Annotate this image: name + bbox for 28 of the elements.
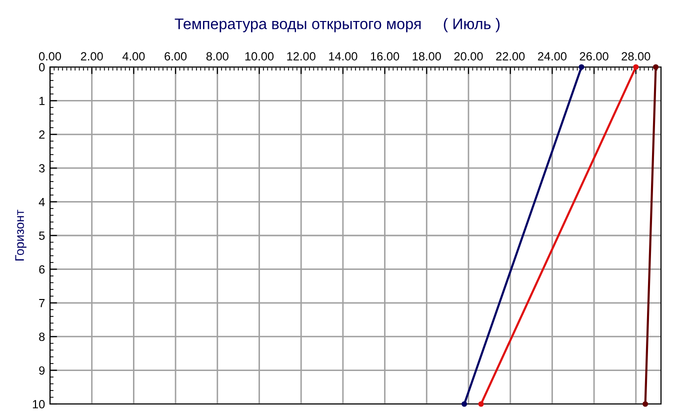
chart-title: Температура воды открытого моря ( Июль ) <box>174 18 500 32</box>
x-tick-label: 12.00 <box>287 52 316 60</box>
y-tick-label: 0 <box>39 63 45 72</box>
x-tick-label: 22.00 <box>496 52 525 60</box>
x-tick-label: 4.00 <box>122 52 145 60</box>
y-tick-label: 9 <box>39 366 45 375</box>
x-tick-label: 18.00 <box>412 52 441 60</box>
x-tick-label: 28.00 <box>622 52 650 60</box>
x-tick-label: 10.00 <box>245 52 274 60</box>
y-tick-label: 8 <box>39 332 45 341</box>
y-tick-label: 7 <box>39 299 45 308</box>
x-tick-label: 26.00 <box>580 52 608 60</box>
y-tick-label: 10 <box>32 400 45 408</box>
y-tick-label: 2 <box>39 130 45 139</box>
y-tick-label: 3 <box>39 164 45 172</box>
x-tick-label: 20.00 <box>454 52 483 60</box>
y-axis-title: Горизонт <box>15 210 26 260</box>
x-tick-label: 2.00 <box>80 52 103 60</box>
x-tick-label: 24.00 <box>538 52 567 60</box>
x-tick-label: 14.00 <box>329 52 358 60</box>
y-tick-label: 5 <box>39 232 45 240</box>
x-tick-label: 16.00 <box>370 52 400 60</box>
y-tick-label: 4 <box>38 198 45 206</box>
x-tick-label: 8.00 <box>206 52 228 60</box>
x-tick-label: 0.00 <box>38 52 62 60</box>
y-tick-label: 1 <box>39 96 45 105</box>
y-tick-label: 6 <box>39 265 45 274</box>
x-tick-label: 6.00 <box>164 52 187 60</box>
